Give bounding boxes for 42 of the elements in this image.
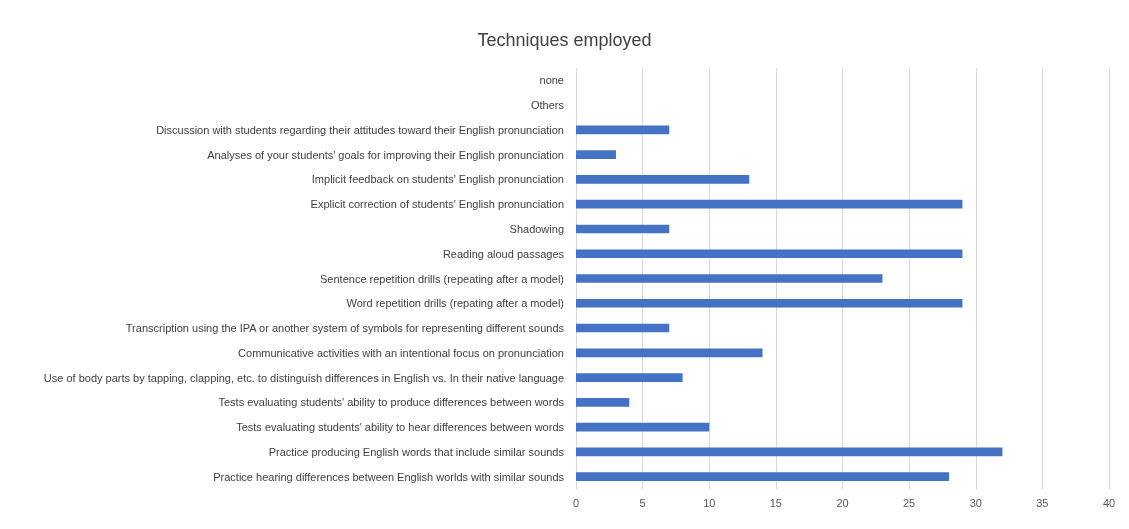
bar: [576, 249, 963, 259]
y-tick-label: Practice producing English words that include similar sounds: [268, 445, 565, 458]
y-tick-label: Communicative activities with an intentional focus on pronunciation: [238, 346, 564, 359]
y-tick-label: Use of body parts by tapping, clapping, etc. to distinguish differences in English vs. In their native language: [43, 371, 564, 384]
x-tick-label: 15: [769, 496, 782, 509]
y-tick-label: Explicit correction of students' English pronunciation: [310, 198, 564, 211]
y-tick-label: Transcription using the IPA or another system of symbols for representing different sounds: [125, 322, 565, 335]
bar: [576, 150, 616, 160]
y-tick-label: Analyses of your students' goals for improving their English pronunciation: [207, 148, 564, 161]
x-tick-label: 35: [1036, 496, 1049, 509]
x-tick-label: 20: [836, 496, 849, 509]
bar: [576, 323, 670, 333]
bar: [576, 224, 670, 234]
bar: [576, 298, 963, 308]
y-tick-label: Others: [530, 99, 565, 112]
bar: [576, 274, 883, 283]
x-tick-label: 10: [703, 496, 716, 509]
bar: [576, 125, 670, 135]
bar: [576, 397, 630, 407]
y-tick-label: Tests evaluating students' ability to produce differences between words: [218, 396, 565, 409]
y-tick-label: Reading aloud passages: [442, 247, 565, 260]
bar: [576, 472, 950, 481]
y-tick-label: Word repetition drills (repating after a model): [346, 297, 564, 310]
x-tick-label: 25: [903, 496, 916, 509]
x-tick-label: 40: [1102, 496, 1116, 509]
bar: [576, 175, 750, 184]
y-tick-label: Discussion with students regarding their attitudes toward their English pronunciation: [156, 123, 564, 136]
bar: [576, 447, 1003, 457]
bar: [576, 373, 683, 382]
bar: [576, 422, 710, 432]
y-tick-label: Shadowing: [509, 222, 564, 235]
x-tick-label: 5: [639, 496, 646, 509]
y-tick-label: Tests evaluating students' ability to hear differences between words: [236, 421, 565, 434]
bar: [576, 199, 963, 209]
x-tick-label: 0: [572, 496, 580, 509]
y-tick-label: none: [539, 74, 564, 87]
chart-title: Techniques employed: [477, 30, 652, 50]
bar: [576, 348, 763, 358]
y-tick-label: Implicit feedback on students' English pronunciation: [311, 173, 564, 186]
y-tick-label: Practice hearing differences between English worlds with similar sounds: [213, 470, 565, 483]
x-tick-label: 30: [969, 496, 982, 509]
y-tick-label: Sentence repetition drills (repeating after a model): [320, 272, 564, 285]
